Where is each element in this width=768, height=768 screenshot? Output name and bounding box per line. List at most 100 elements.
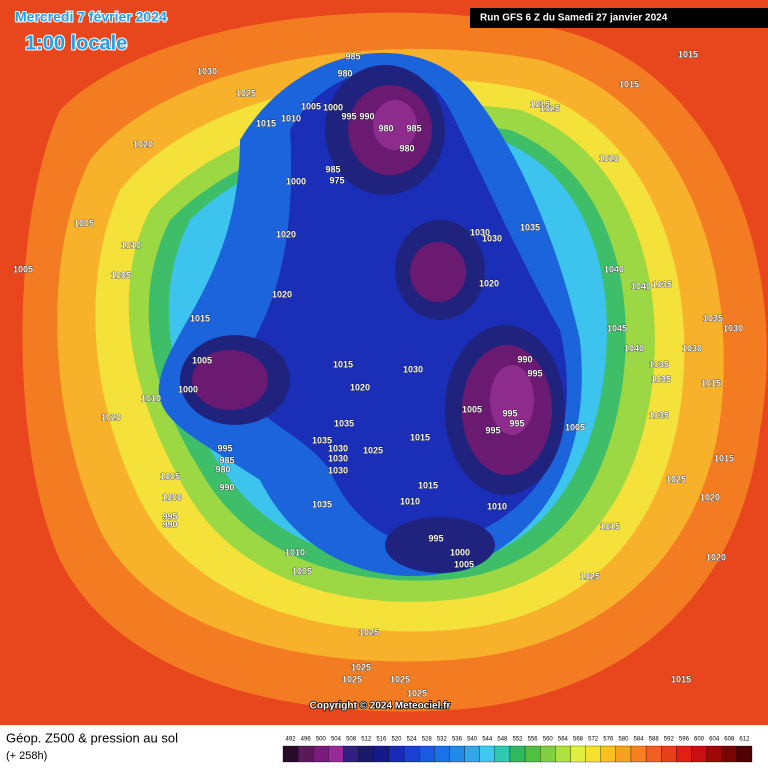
isobar-label: 1035 bbox=[703, 313, 723, 323]
isobar-label: 1030 bbox=[482, 233, 502, 243]
isobar-label: 1020 bbox=[350, 382, 370, 392]
colorbar-label: 536 bbox=[452, 737, 463, 743]
footer-title: Géop. Z500 & pression au sol bbox=[6, 730, 178, 745]
colorbar-swatch bbox=[373, 745, 390, 763]
isobar-label: 1020 bbox=[599, 153, 619, 163]
colorbar-swatch bbox=[403, 745, 420, 763]
colorbar-swatch bbox=[721, 745, 738, 763]
colorbar-swatch bbox=[676, 745, 692, 763]
colorbar-swatch bbox=[358, 745, 374, 763]
copyright: Copyright © 2024 Meteociel.fr bbox=[310, 701, 451, 712]
isobar-label: 1045 bbox=[607, 323, 627, 333]
colorbar-swatch bbox=[343, 745, 359, 763]
isobar-label: 1020 bbox=[479, 278, 499, 288]
isobar-label: 1005 bbox=[565, 422, 585, 432]
isobar-label: 1035 bbox=[334, 418, 354, 428]
colorbar-swatch bbox=[645, 745, 662, 763]
colorbar-swatch bbox=[509, 745, 526, 763]
colorbar-label: 496 bbox=[301, 737, 312, 743]
isobar-label: 1005 bbox=[111, 270, 131, 280]
isobar-label: 1035 bbox=[649, 359, 669, 369]
isobar-label: 1035 bbox=[652, 279, 672, 289]
isobar-label: 1005 bbox=[301, 101, 321, 111]
colorbar-swatch bbox=[600, 745, 616, 763]
isobar-label: 1015 bbox=[418, 480, 438, 490]
colorbar-label: 548 bbox=[497, 737, 508, 743]
colorbar-swatch bbox=[706, 745, 722, 763]
isobar-label: 985 bbox=[219, 455, 234, 465]
colorbar-swatch bbox=[661, 745, 677, 763]
isobar-label: 1010 bbox=[400, 496, 420, 506]
colorbar-label: 532 bbox=[437, 737, 448, 743]
isobar-label: 990 bbox=[517, 354, 532, 364]
run-box bbox=[470, 8, 768, 28]
isobar-label: 980 bbox=[399, 143, 414, 153]
isobar-label: 1015 bbox=[619, 79, 639, 89]
isobar-label: 1010 bbox=[121, 240, 141, 250]
isobar-label: 985 bbox=[325, 164, 340, 174]
isobar-label: 1030 bbox=[682, 343, 702, 353]
isobar-label: 1000 bbox=[162, 492, 182, 502]
isobar-label: 1000 bbox=[450, 547, 470, 557]
colorbar-label: 564 bbox=[558, 737, 569, 743]
colorbar-label: 500 bbox=[316, 737, 327, 743]
isobar-label: 980 bbox=[215, 464, 230, 474]
colorbar-label: 504 bbox=[331, 737, 342, 743]
isobar-label: 1040 bbox=[604, 264, 624, 274]
isobar-label: 1020 bbox=[133, 139, 153, 149]
isobar-label: 990 bbox=[359, 111, 374, 121]
isobar-label: 1015 bbox=[256, 118, 276, 128]
colorbar-label: 560 bbox=[543, 737, 554, 743]
isobar-label: 1015 bbox=[190, 313, 210, 323]
colorbar-swatch bbox=[540, 745, 556, 763]
date-label: Mercredi 7 février 2024 bbox=[15, 9, 167, 25]
isobar-label: 1020 bbox=[706, 552, 726, 562]
isobar-label: 1015 bbox=[701, 378, 721, 388]
isobar-label: 995 bbox=[509, 418, 524, 428]
colorbar-label: 592 bbox=[664, 737, 675, 743]
colorbar-swatch bbox=[449, 745, 465, 763]
isobar-label: 1025 bbox=[342, 674, 362, 684]
isobar-label: 1025 bbox=[390, 674, 410, 684]
isobar-label: 1025 bbox=[351, 662, 371, 672]
colorbar-swatch bbox=[630, 745, 647, 763]
isobar-label: 1005 bbox=[74, 218, 94, 228]
isobar-label: 985 bbox=[406, 123, 421, 133]
isobar-label: 1015 bbox=[714, 453, 734, 463]
isobar-label: 1025 bbox=[359, 627, 379, 637]
isobar-label: 1035 bbox=[649, 410, 669, 420]
isobar-label: 1010 bbox=[141, 393, 161, 403]
isobar-label: 980 bbox=[337, 68, 352, 78]
colorbar-label: 512 bbox=[361, 737, 372, 743]
colorbar-label: 604 bbox=[709, 737, 720, 743]
colorbar-swatch bbox=[434, 745, 450, 763]
colorbar: 492 496 500 504 508 512 516 520 524 528 532 536 540 5… bbox=[282, 737, 753, 763]
isobar-label: 995 bbox=[341, 111, 356, 121]
isobar-label: 1010 bbox=[281, 113, 301, 123]
colorbar-swatch bbox=[524, 745, 541, 763]
colorbar-label: 612 bbox=[739, 737, 750, 743]
isobar-label: 1020 bbox=[272, 289, 292, 299]
isobar-label: 1005 bbox=[192, 355, 212, 365]
isobar-label: 1000 bbox=[286, 176, 306, 186]
isobar-label: 1025 bbox=[580, 571, 600, 581]
colorbar-swatch bbox=[555, 745, 571, 763]
isobar-label: 1030 bbox=[328, 443, 348, 453]
isobar-label: 990 bbox=[162, 519, 177, 529]
isobar-label: 985 bbox=[345, 51, 360, 61]
colorbar-swatch bbox=[615, 745, 632, 763]
isobar-label: 1015 bbox=[671, 674, 691, 684]
colorbar-swatch bbox=[585, 745, 601, 763]
colorbar-label: 520 bbox=[391, 737, 402, 743]
isobar-label: 1015 bbox=[600, 521, 620, 531]
footer-lead: (+ 258h) bbox=[6, 750, 47, 762]
colorbar-swatch bbox=[419, 745, 435, 763]
isobar-label: 1005 bbox=[462, 404, 482, 414]
colorbar-label: 608 bbox=[724, 737, 735, 743]
isobar-label: 1000 bbox=[323, 102, 343, 112]
isobar-label: 1025 bbox=[236, 88, 256, 98]
isobar-label: 1025 bbox=[666, 474, 686, 484]
isobar-label: 1015 bbox=[333, 359, 353, 369]
